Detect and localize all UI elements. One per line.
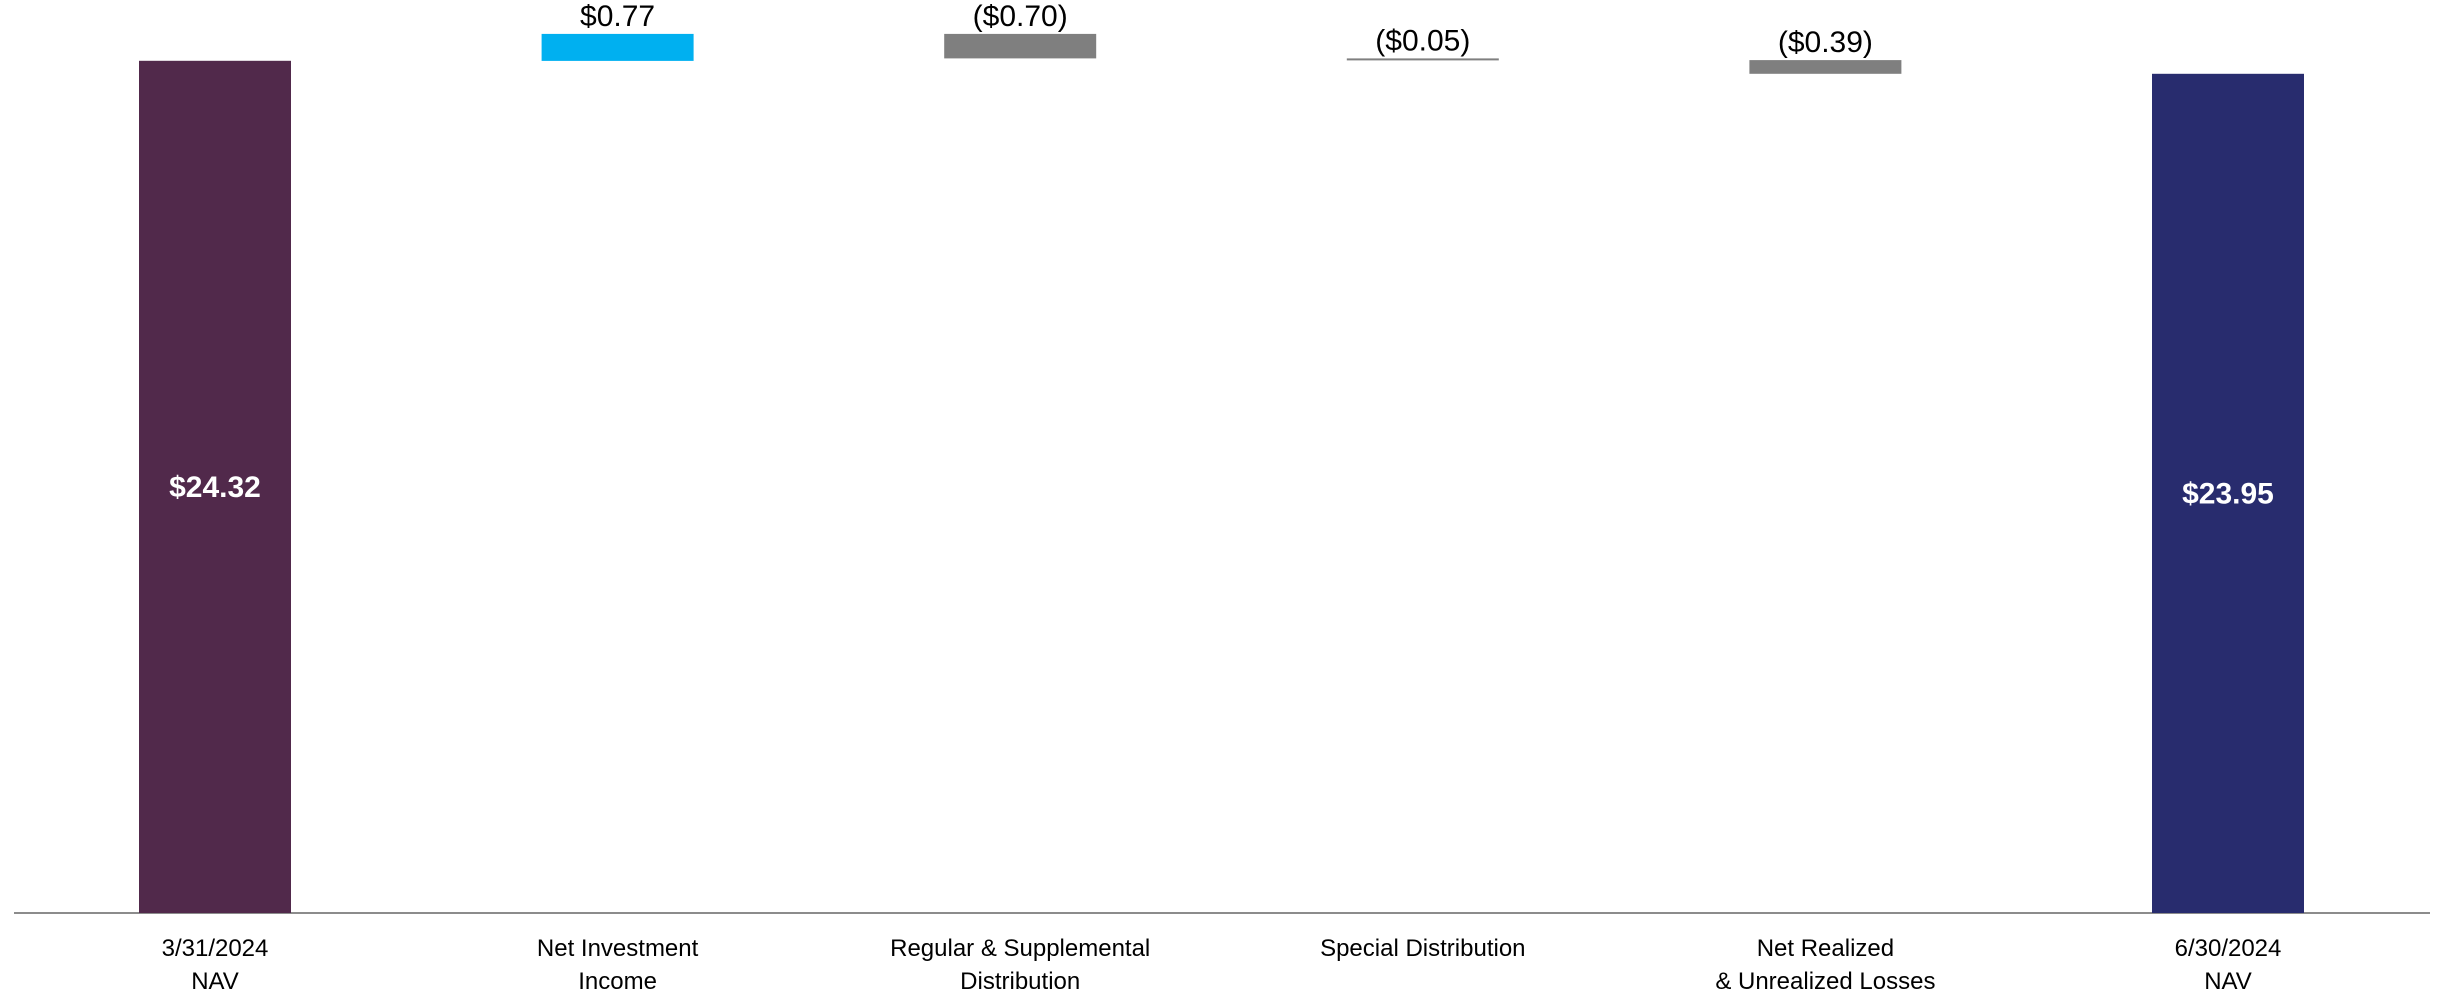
category-label-1-line-0: Net Investment	[537, 935, 699, 962]
category-label-3-line-0: Special Distribution	[1320, 935, 1525, 962]
bar-0	[139, 60, 291, 914]
category-label-4-line-0: Net Realized	[1757, 935, 1894, 962]
category-label-2-line-1: Distribution	[960, 968, 1080, 991]
category-label-4: Net Realized & Unrealized Losses	[1715, 935, 1935, 991]
category-label-5-line-1: NAV	[2204, 968, 2252, 991]
bar-4	[1749, 60, 1902, 74]
category-label-4-line-1: & Unrealized Losses	[1715, 968, 1935, 991]
category-label-1-line-1: Income	[578, 968, 657, 991]
category-label-2-line-0: Regular & Supplemental	[890, 935, 1150, 962]
category-label-0-line-0: 3/31/2024	[162, 935, 269, 962]
bar-3	[1346, 58, 1499, 61]
category-label-0-line-1: NAV	[191, 968, 239, 991]
bar-group	[139, 33, 2304, 914]
bar-1	[541, 33, 694, 61]
value-label-4: ($0.39)	[1778, 26, 1873, 59]
category-label-1: Net Investment Income	[537, 935, 699, 991]
category-label-5-line-0: 6/30/2024	[2175, 935, 2282, 962]
bar-2	[944, 33, 1097, 59]
value-label-0: $24.32	[169, 471, 261, 504]
bar-5	[2152, 73, 2304, 914]
category-label-group: 3/31/2024 NAV Net Investment Income Regular …	[162, 935, 2282, 991]
category-label-2: Regular & Supplemental Distribution	[890, 935, 1150, 991]
value-label-1: $0.77	[580, 0, 655, 33]
value-label-3: ($0.05)	[1375, 24, 1470, 57]
category-label-5: 6/30/2024 NAV	[2175, 935, 2282, 991]
category-label-0: 3/31/2024 NAV	[162, 935, 269, 991]
value-label-5: $23.95	[2182, 477, 2274, 510]
value-label-2: ($0.70)	[973, 0, 1068, 33]
category-label-3: Special Distribution	[1320, 935, 1525, 962]
value-label-group: $24.32 $0.77 ($0.70) ($0.05) ($0.39) $23.95	[169, 0, 2274, 510]
